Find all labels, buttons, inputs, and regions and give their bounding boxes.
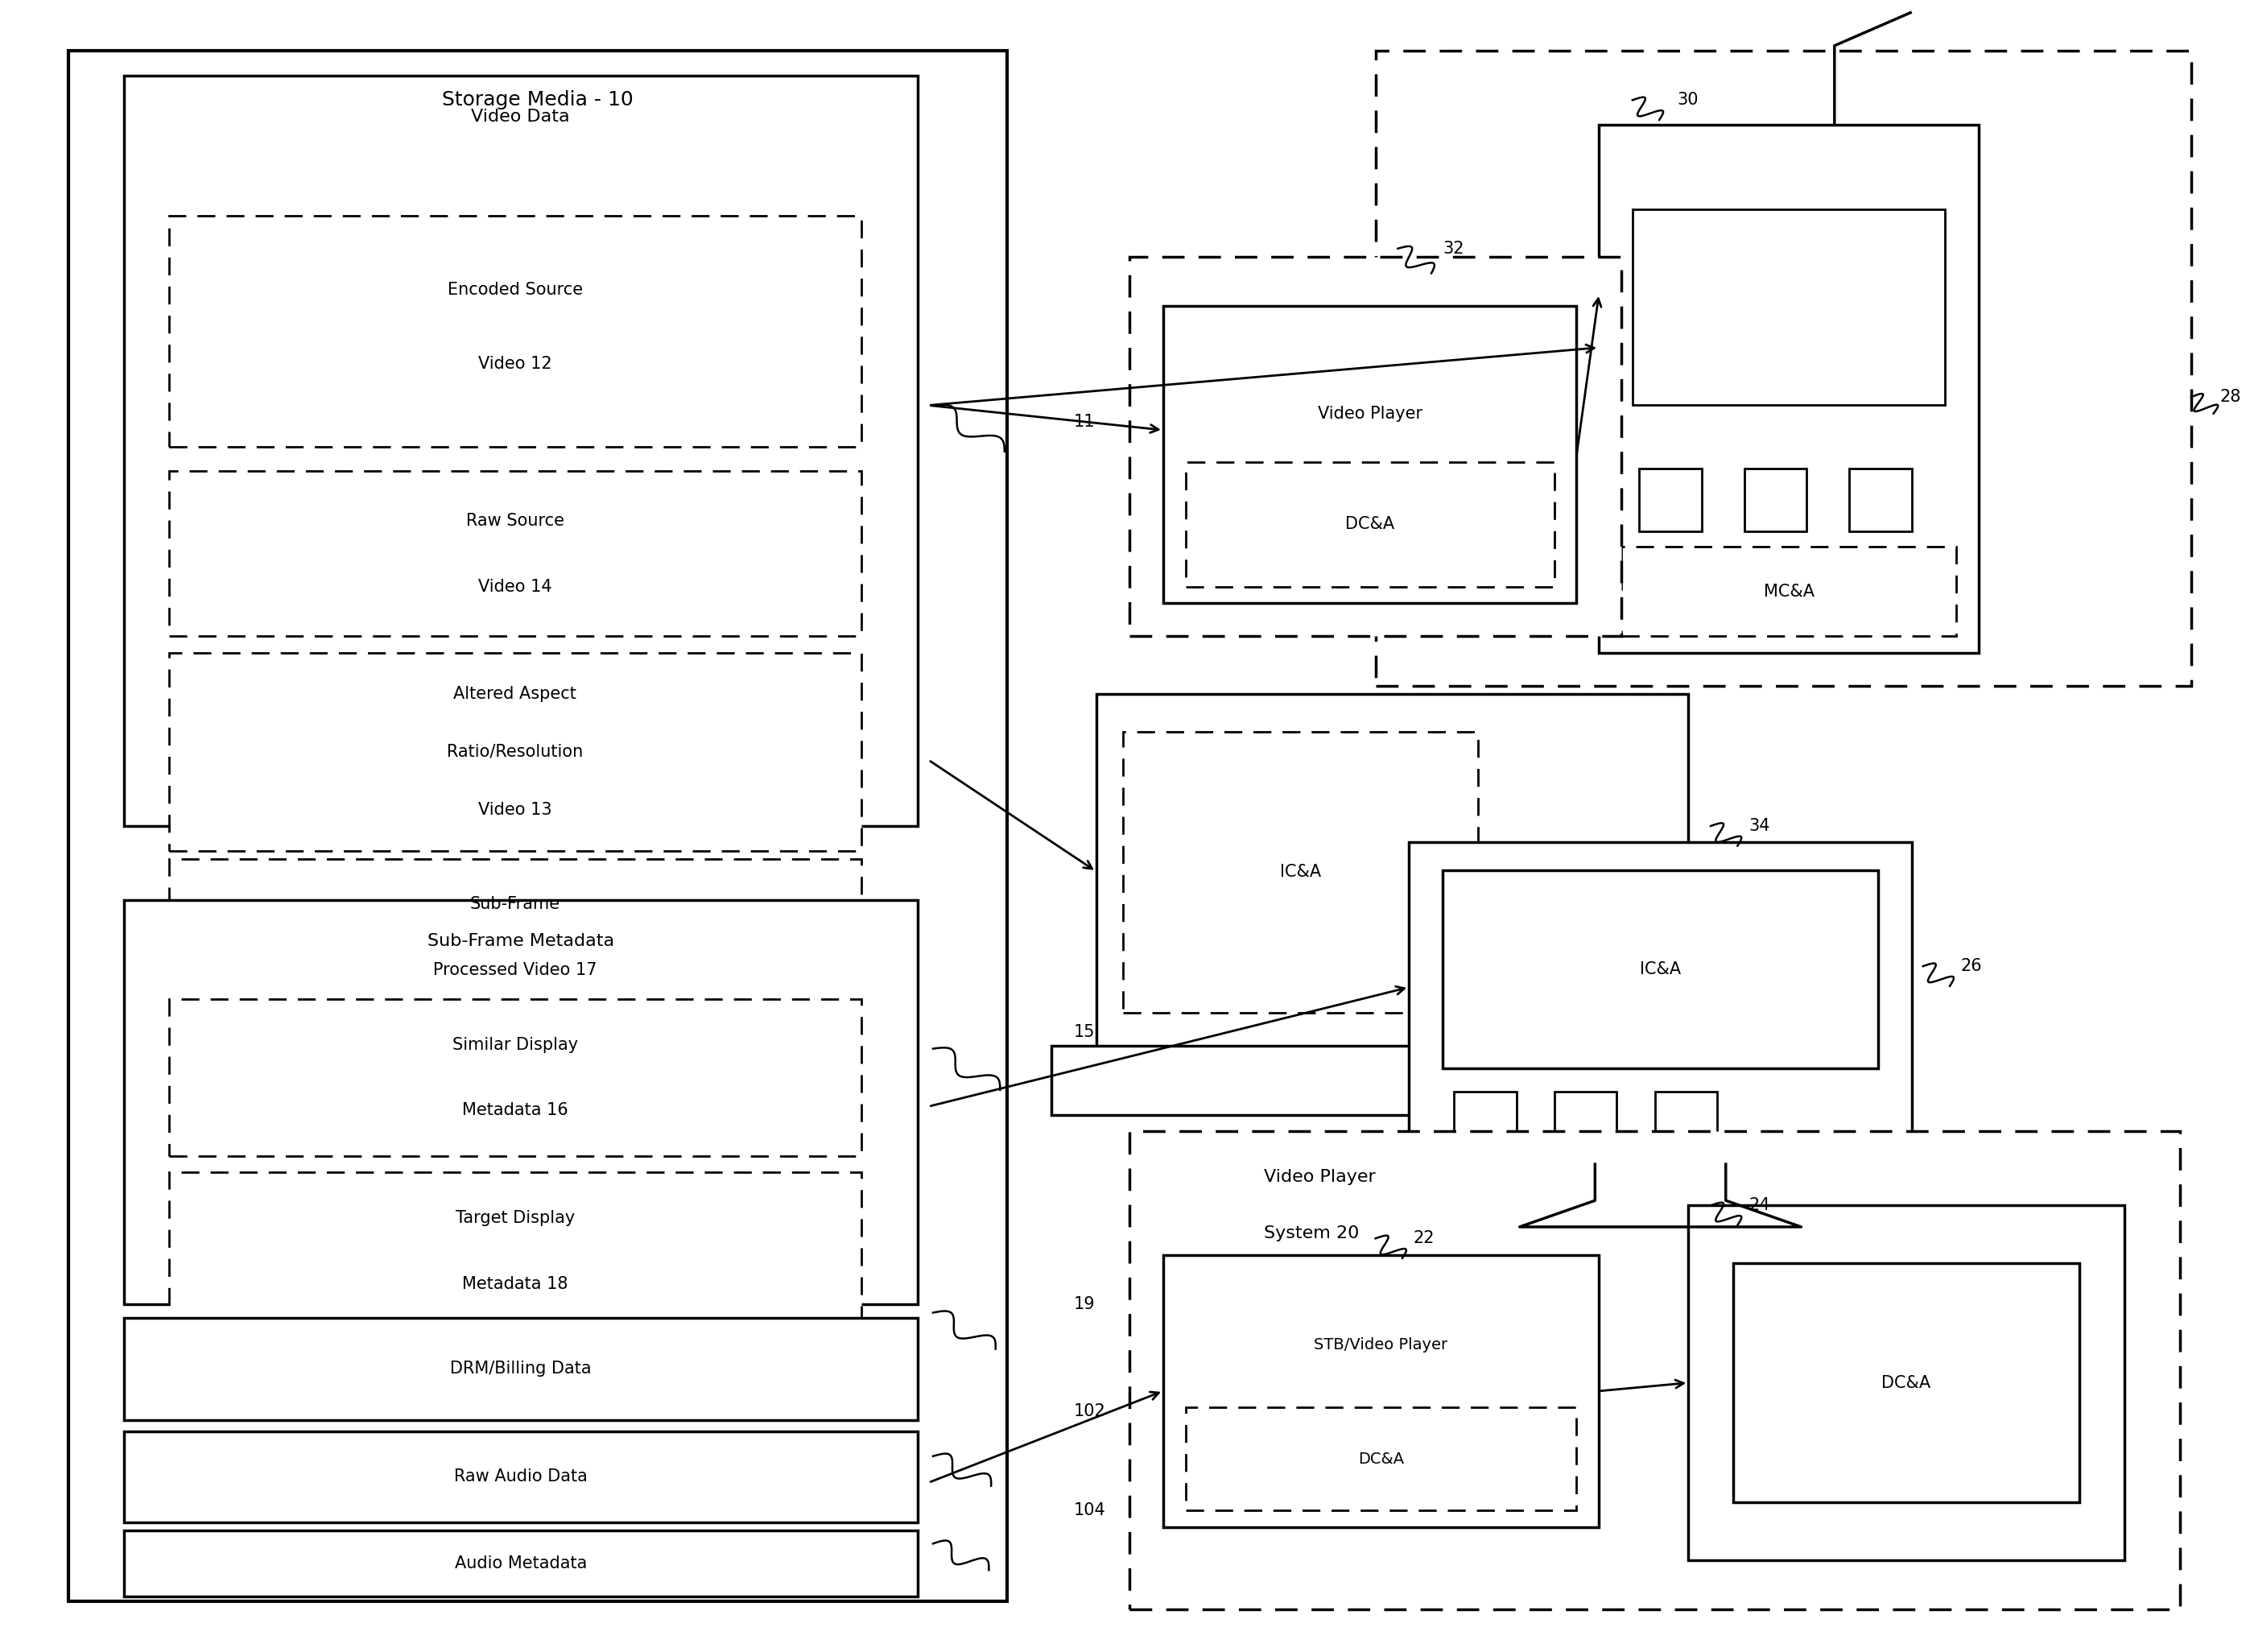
- FancyBboxPatch shape: [1163, 1256, 1599, 1526]
- FancyBboxPatch shape: [1130, 256, 1622, 636]
- Text: Video 14: Video 14: [478, 578, 553, 595]
- Text: System 20: System 20: [1264, 1226, 1359, 1242]
- Text: Similar Display: Similar Display: [451, 1036, 577, 1052]
- FancyBboxPatch shape: [1848, 469, 1911, 532]
- FancyBboxPatch shape: [1633, 210, 1945, 405]
- Text: Video 12: Video 12: [478, 357, 553, 372]
- Text: 102: 102: [1074, 1404, 1105, 1419]
- FancyBboxPatch shape: [1375, 51, 2192, 686]
- FancyBboxPatch shape: [1689, 1206, 2125, 1559]
- FancyBboxPatch shape: [1599, 126, 1979, 653]
- FancyBboxPatch shape: [124, 1530, 916, 1596]
- Text: Altered Aspect: Altered Aspect: [454, 686, 577, 702]
- FancyBboxPatch shape: [1408, 843, 1911, 1165]
- FancyBboxPatch shape: [1442, 871, 1878, 1069]
- Text: 15: 15: [1074, 1024, 1096, 1041]
- Text: DC&A: DC&A: [1882, 1374, 1932, 1391]
- FancyBboxPatch shape: [1640, 469, 1702, 532]
- Text: Sub-Frame: Sub-Frame: [469, 897, 559, 912]
- FancyBboxPatch shape: [168, 653, 862, 851]
- FancyBboxPatch shape: [67, 51, 1006, 1601]
- Text: 104: 104: [1074, 1503, 1105, 1518]
- FancyBboxPatch shape: [1655, 1092, 1718, 1145]
- Text: 11: 11: [1074, 413, 1096, 430]
- Text: Video Player: Video Player: [1264, 1170, 1375, 1186]
- FancyBboxPatch shape: [124, 1318, 916, 1421]
- Text: 34: 34: [1750, 818, 1770, 834]
- Text: Processed Video 17: Processed Video 17: [433, 963, 597, 978]
- Text: 24: 24: [1750, 1198, 1770, 1214]
- Text: IC&A: IC&A: [1640, 961, 1680, 978]
- FancyBboxPatch shape: [1554, 1092, 1617, 1145]
- FancyBboxPatch shape: [168, 859, 862, 1016]
- Text: Encoded Source: Encoded Source: [447, 282, 582, 297]
- FancyBboxPatch shape: [1453, 1092, 1516, 1145]
- FancyBboxPatch shape: [1622, 547, 1956, 636]
- FancyBboxPatch shape: [1096, 694, 1689, 1049]
- Text: Audio Metadata: Audio Metadata: [454, 1556, 586, 1571]
- Text: Raw Audio Data: Raw Audio Data: [454, 1469, 588, 1485]
- Text: DC&A: DC&A: [1345, 517, 1395, 532]
- FancyBboxPatch shape: [168, 471, 862, 636]
- FancyBboxPatch shape: [168, 1173, 862, 1330]
- FancyBboxPatch shape: [1051, 1046, 1734, 1115]
- FancyBboxPatch shape: [124, 76, 916, 826]
- FancyBboxPatch shape: [1186, 463, 1554, 586]
- Text: Ratio/Resolution: Ratio/Resolution: [447, 743, 584, 760]
- Text: Raw Source: Raw Source: [465, 512, 564, 529]
- FancyBboxPatch shape: [168, 216, 862, 446]
- Text: 30: 30: [1678, 93, 1698, 107]
- Text: DRM/Billing Data: DRM/Billing Data: [449, 1361, 591, 1376]
- Text: Video 13: Video 13: [478, 801, 553, 818]
- Text: STB/Video Player: STB/Video Player: [1314, 1336, 1449, 1353]
- Text: 22: 22: [1413, 1231, 1435, 1247]
- Text: Video Data: Video Data: [472, 109, 570, 124]
- Text: 26: 26: [1961, 958, 1983, 975]
- FancyBboxPatch shape: [124, 1432, 916, 1521]
- FancyBboxPatch shape: [1123, 732, 1478, 1013]
- Text: Video Player: Video Player: [1318, 405, 1422, 421]
- Text: Metadata 16: Metadata 16: [463, 1102, 568, 1118]
- Text: MC&A: MC&A: [1763, 583, 1815, 600]
- FancyBboxPatch shape: [1745, 469, 1806, 532]
- FancyBboxPatch shape: [1734, 1264, 2080, 1502]
- FancyBboxPatch shape: [124, 900, 916, 1305]
- FancyBboxPatch shape: [1186, 1408, 1577, 1510]
- Text: Target Display: Target Display: [456, 1209, 575, 1226]
- FancyBboxPatch shape: [1130, 1132, 2181, 1609]
- Text: DC&A: DC&A: [1359, 1452, 1404, 1467]
- Text: 19: 19: [1074, 1297, 1096, 1312]
- Text: 32: 32: [1442, 241, 1464, 256]
- FancyBboxPatch shape: [168, 999, 862, 1156]
- Text: 28: 28: [2221, 388, 2242, 405]
- Text: Sub-Frame Metadata: Sub-Frame Metadata: [427, 933, 613, 950]
- Text: Storage Media - 10: Storage Media - 10: [442, 91, 633, 109]
- FancyBboxPatch shape: [1163, 306, 1577, 603]
- Text: IC&A: IC&A: [1280, 864, 1321, 881]
- Text: Metadata 18: Metadata 18: [463, 1275, 568, 1292]
